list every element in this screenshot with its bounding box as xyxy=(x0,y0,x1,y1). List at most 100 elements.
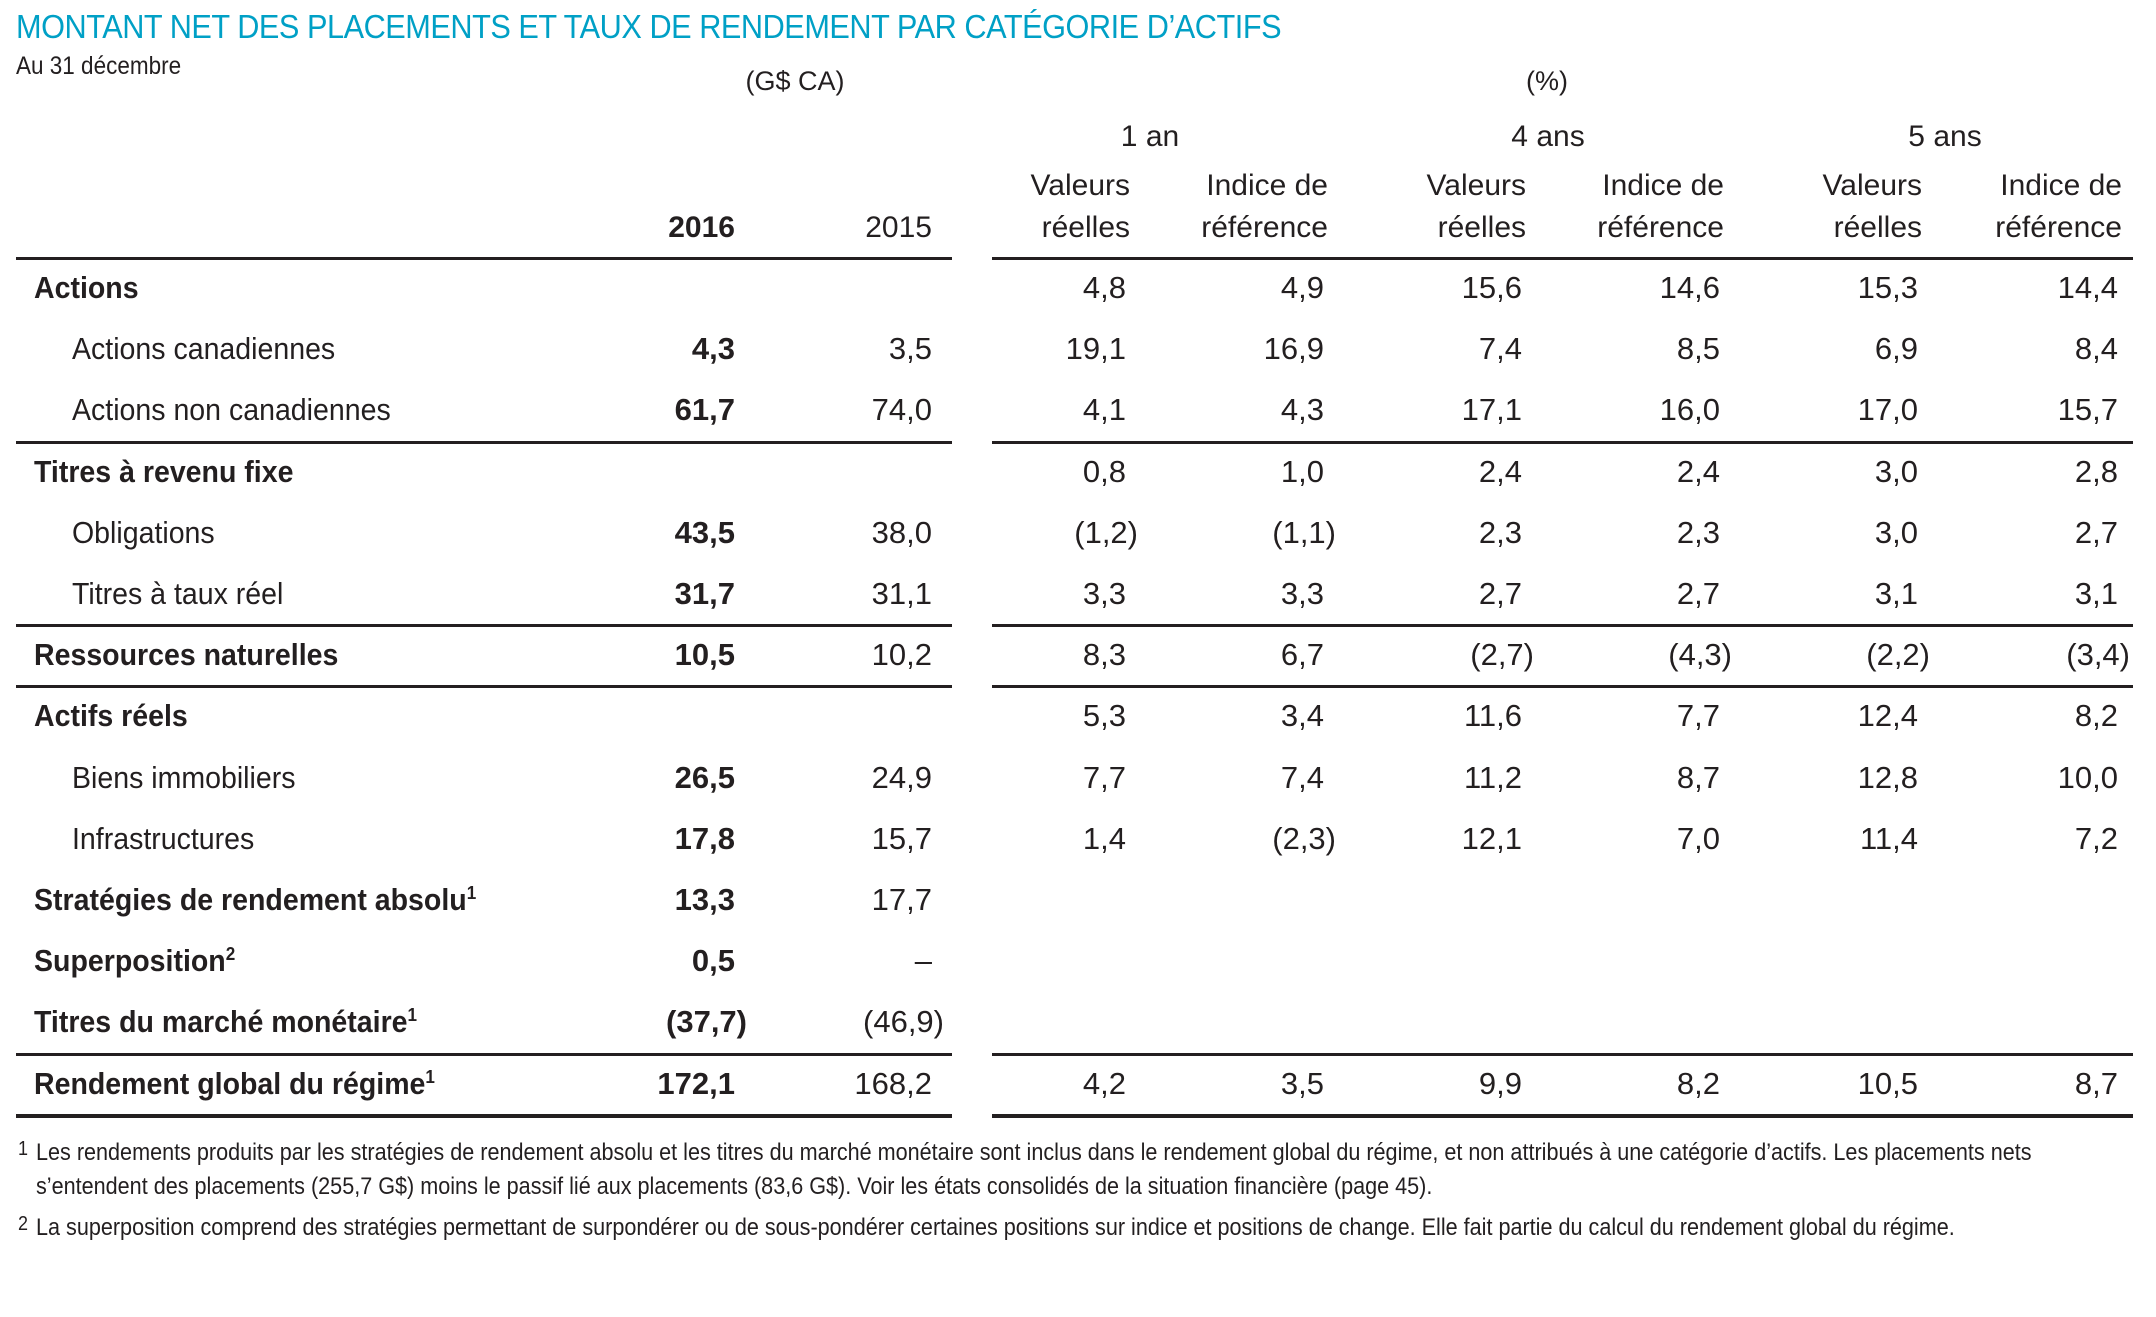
table-row: Actions 4,8 4,9 15,6 14,6 15,3 14,4 xyxy=(0,258,2156,319)
return-value: 3,1 xyxy=(1874,576,1918,611)
col-header-line1: Valeurs xyxy=(1030,169,1131,202)
row-label-text: Actions xyxy=(34,270,139,305)
return-value: 8,4 xyxy=(2074,331,2118,367)
return-value: 0,8 xyxy=(1082,453,1126,489)
row-separator xyxy=(16,441,952,444)
value-2015: 74,0 xyxy=(871,392,932,428)
row-label: Titres à taux réel xyxy=(72,576,283,612)
table-row: Rendement global du régime1 172,1 168,2 4,2… xyxy=(0,1054,2156,1115)
return-value: 7,4 xyxy=(1280,759,1324,795)
col-header-line1: Indice de xyxy=(2000,169,2122,202)
row-separator xyxy=(16,1114,952,1118)
value-2015: 15,7 xyxy=(871,820,932,856)
return-value: 14,6 xyxy=(1659,270,1720,305)
value-2015: (46,9) xyxy=(863,1004,944,1040)
footnote: 1 Les rendements produits par les stratég… xyxy=(18,1136,2032,1204)
row-separator xyxy=(16,624,952,627)
row-label: Biens immobiliers xyxy=(72,760,295,796)
row-separator xyxy=(992,441,2133,444)
return-value: 8,7 xyxy=(1676,759,1720,795)
footnote-mark: 2 xyxy=(18,1213,29,1235)
row-label-text: Titres à taux réel xyxy=(72,576,284,611)
row-separator xyxy=(16,1053,952,1056)
row-label-text: Actifs réels xyxy=(34,698,188,734)
col-header-line2: référence xyxy=(1201,211,1328,244)
col-header-indice-de-reference: Indice de référence xyxy=(1995,165,2122,249)
value-2016: 26,5 xyxy=(674,759,735,795)
value-2015: 38,0 xyxy=(871,514,932,550)
row-label-text: Titres du marché monétaire xyxy=(34,1004,408,1040)
value-2015: 168,2 xyxy=(854,1065,932,1101)
row-separator xyxy=(992,685,2133,688)
return-value: 7,7 xyxy=(1676,698,1720,734)
return-value: 16,9 xyxy=(1263,331,1324,367)
row-label: Actifs réels xyxy=(34,698,188,734)
return-value: (1,1) xyxy=(1272,514,1336,550)
table-row: Biens immobiliers 26,5 24,9 7,7 7,4 11,2 8,7 12… xyxy=(0,748,2156,809)
value-2015: 31,1 xyxy=(871,576,932,611)
return-value: 3,0 xyxy=(1874,453,1918,489)
return-value: 3,5 xyxy=(1280,1065,1324,1101)
return-value: (2,7) xyxy=(1470,637,1534,673)
value-2016: 4,3 xyxy=(691,331,735,367)
group-header-5-ans: 5 ans xyxy=(1908,120,1982,153)
return-value: (4,3) xyxy=(1668,637,1732,673)
col-header-valeurs-reelles: Valeurs réelles xyxy=(1823,165,1923,249)
row-label: Ressources naturelles xyxy=(34,637,338,673)
return-value: (3,4) xyxy=(2066,637,2130,673)
return-value: 5,3 xyxy=(1082,698,1126,734)
return-value: 14,4 xyxy=(2057,270,2118,305)
col-header-valeurs-reelles: Valeurs réelles xyxy=(1427,165,1527,249)
row-label-text: Superposition xyxy=(34,943,226,979)
table-row: Actions canadiennes 4,3 3,5 19,1 16,9 7,4 8,5 6… xyxy=(0,319,2156,380)
return-value: 12,1 xyxy=(1461,820,1522,856)
footnote: 2 La superposition comprend des stratégie… xyxy=(18,1211,1955,1245)
return-value: 4,1 xyxy=(1082,392,1126,428)
return-value: 3,4 xyxy=(1280,698,1324,734)
return-value: 8,2 xyxy=(1676,1065,1720,1101)
return-value: 15,7 xyxy=(2057,392,2118,428)
col-header-valeurs-reelles: Valeurs réelles xyxy=(1031,165,1131,249)
header-rule-left xyxy=(16,257,952,260)
row-label: Actions xyxy=(34,270,139,306)
row-separator xyxy=(992,1053,2133,1056)
footnote-ref: 1 xyxy=(466,881,477,903)
row-label: Titres à revenu fixe xyxy=(34,454,293,490)
col-header-line1: Valeurs xyxy=(1426,169,1527,202)
amount-unit-label: (G$ CA) xyxy=(745,66,845,96)
return-value: 11,2 xyxy=(1463,759,1522,795)
return-value: 7,0 xyxy=(1676,820,1720,856)
return-value: 11,6 xyxy=(1463,698,1522,734)
col-header-line1: Indice de xyxy=(1206,169,1328,202)
return-value: 2,4 xyxy=(1676,453,1720,489)
table-row: Stratégies de rendement absolu1 13,3 17,7 xyxy=(0,870,2156,931)
return-value: (2,3) xyxy=(1272,820,1336,856)
table-row: Actions non canadiennes 61,7 74,0 4,1 4,3 17,… xyxy=(0,380,2156,441)
col-header-line2: réelles xyxy=(1041,211,1130,244)
return-value: 9,9 xyxy=(1478,1065,1522,1101)
col-header-indice-de-reference: Indice de référence xyxy=(1597,165,1724,249)
return-value: 2,3 xyxy=(1478,514,1522,550)
col-header-line1: Valeurs xyxy=(1822,169,1923,202)
return-value: (1,2) xyxy=(1074,514,1138,550)
table-row: Ressources naturelles 10,5 10,2 8,3 6,7 (2,7)… xyxy=(0,625,2156,686)
return-value: 7,7 xyxy=(1082,759,1126,795)
value-2016: 172,1 xyxy=(657,1065,735,1101)
table-row: Titres à taux réel 31,7 31,1 3,3 3,3 2,7 2,7 3,… xyxy=(0,564,2156,625)
col-header-line2: référence xyxy=(1995,211,2122,244)
return-value: 8,7 xyxy=(2074,1065,2118,1101)
return-value: 17,0 xyxy=(1857,392,1918,428)
return-value: 3,1 xyxy=(2074,576,2118,611)
row-label: Titres du marché monétaire1 xyxy=(34,1004,417,1040)
col-header-line2: référence xyxy=(1597,211,1724,244)
table-row: Titres à revenu fixe 0,8 1,0 2,4 2,4 3,0 2,8 xyxy=(0,442,2156,503)
return-value: 2,3 xyxy=(1676,514,1720,550)
return-value: 2,7 xyxy=(2074,514,2118,550)
return-value: 10,5 xyxy=(1857,1065,1918,1101)
row-label-text: Stratégies de rendement absolu xyxy=(34,882,467,917)
return-value: 10,0 xyxy=(2057,759,2118,795)
value-2015: 17,7 xyxy=(871,882,932,917)
return-value: 12,8 xyxy=(1857,759,1918,795)
value-2015: 10,2 xyxy=(871,637,932,673)
row-separator xyxy=(992,1114,2133,1118)
